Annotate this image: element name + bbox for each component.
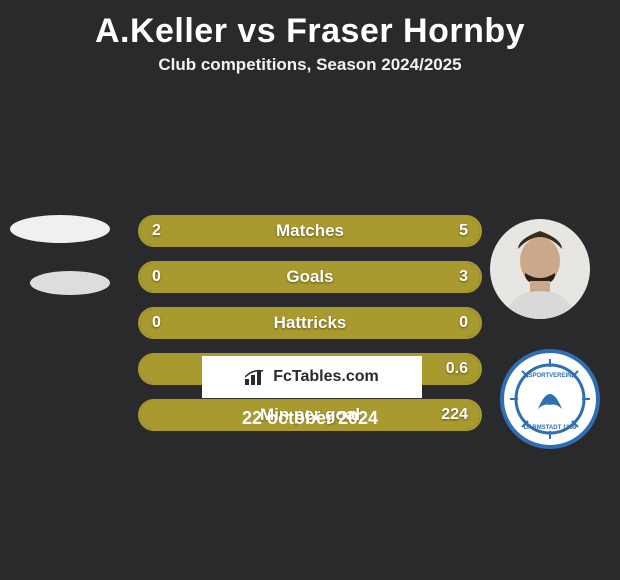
page-subtitle: Club competitions, Season 2024/2025 — [0, 55, 620, 75]
stat-right-value: 5 — [459, 222, 468, 240]
right-player-avatar — [490, 219, 590, 319]
stat-row-matches: Matches2 5 — [138, 215, 482, 247]
left-badge-placeholder — [30, 271, 110, 295]
stat-right-value: 0 — [459, 314, 468, 332]
right-club-logo: SPORTVEREIN DARMSTADT 1898 — [500, 349, 600, 449]
as-of-date: 22 october 2024 — [0, 408, 620, 429]
stat-left-value: 0 — [152, 314, 161, 332]
stat-right-value: 3 — [459, 268, 468, 286]
stat-left-value: 2 — [152, 222, 161, 240]
bars-icon — [245, 369, 267, 385]
stat-label: Hattricks — [140, 313, 480, 333]
stat-label: Matches — [140, 221, 480, 241]
stat-left-value: 0 — [152, 268, 161, 286]
page-title: A.Keller vs Fraser Hornby — [0, 0, 620, 55]
source-badge: FcTables.com — [202, 356, 422, 398]
left-avatar-placeholder — [10, 215, 110, 243]
stat-right-value: 0.6 — [446, 360, 468, 378]
source-label: FcTables.com — [273, 368, 379, 386]
stat-row-goals: Goals0 3 — [138, 261, 482, 293]
stat-row-hattricks: Hattricks0 0 — [138, 307, 482, 339]
svg-text:SPORTVEREIN: SPORTVEREIN — [528, 373, 571, 379]
stat-label: Goals — [140, 267, 480, 287]
